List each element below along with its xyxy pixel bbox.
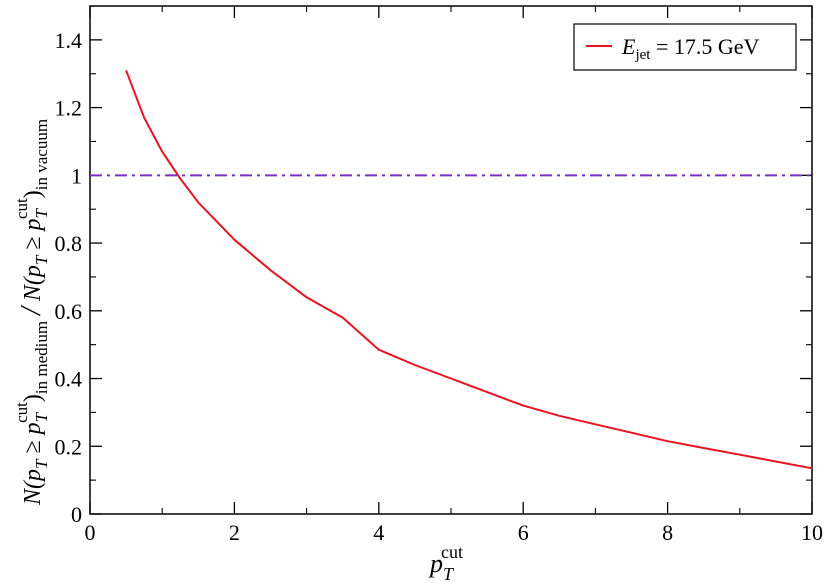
x-tick-label: 2 xyxy=(229,520,240,545)
plot-frame xyxy=(89,5,813,515)
y-tick-label: 0.4 xyxy=(55,367,83,392)
y-tick-label: 1.4 xyxy=(55,28,83,53)
legend-label: Ejet = 17.5 GeV xyxy=(621,34,760,63)
svg-text:N(pT ≥ pTcut)in medium/N(pT ≥: N(pT ≥ pTcut)in medium/N(pT ≥ pTcut)in v… xyxy=(12,119,51,506)
x-tick-label: 8 xyxy=(662,520,673,545)
y-tick-label: 0.8 xyxy=(55,231,83,256)
axis-tick-labels: 0 2 4 6 8 10 0 0.2 0.4 0.6 0.8 1 1.2 1.4 xyxy=(55,28,824,545)
x-axis-label: pTcut xyxy=(428,542,463,584)
y-tick-label: 0.2 xyxy=(55,434,83,459)
x-tick-label: 4 xyxy=(373,520,384,545)
y-tick-label: 0 xyxy=(71,502,82,527)
y-tick-label: 1 xyxy=(71,163,82,188)
x-tick-label: 10 xyxy=(801,520,823,545)
axis-ticks xyxy=(89,5,813,515)
x-tick-label: 0 xyxy=(85,520,96,545)
x-tick-label: 6 xyxy=(518,520,529,545)
legend: Ejet = 17.5 GeV xyxy=(573,23,797,71)
y-tick-label: 0.6 xyxy=(55,299,83,324)
y-axis-label: N(pT ≥ pTcut)in medium/N(pT ≥ pTcut)in v… xyxy=(12,119,51,506)
series-layer xyxy=(90,69,813,470)
series-line xyxy=(125,69,813,470)
y-tick-label: 1.2 xyxy=(55,96,83,121)
